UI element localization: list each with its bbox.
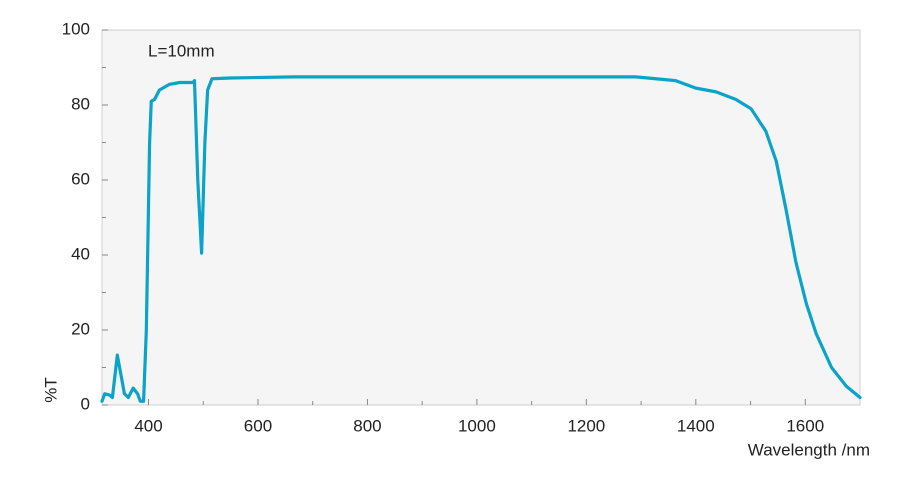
x-tick-label: 1000 [458, 416, 496, 435]
y-tick-label: 80 [71, 94, 90, 113]
y-axis-label: %T [41, 377, 60, 403]
plot-area [101, 29, 861, 406]
y-tick-label: 40 [71, 244, 90, 263]
x-tick-label: 600 [244, 416, 272, 435]
y-tick-label: 20 [71, 319, 90, 338]
x-tick-label: 1200 [567, 416, 605, 435]
x-tick-label: 800 [353, 416, 381, 435]
y-tick-label: 100 [62, 19, 90, 38]
x-tick-label: 1600 [786, 416, 824, 435]
annotation: L=10mm [148, 41, 215, 60]
data-line [100, 75, 862, 403]
y-tick-label: 60 [71, 169, 90, 188]
y-tick-label: 0 [81, 394, 90, 413]
x-tick-label: 1400 [677, 416, 715, 435]
x-tick-label: 400 [134, 416, 162, 435]
x-axis-label: Wavelength /nm [748, 440, 870, 459]
